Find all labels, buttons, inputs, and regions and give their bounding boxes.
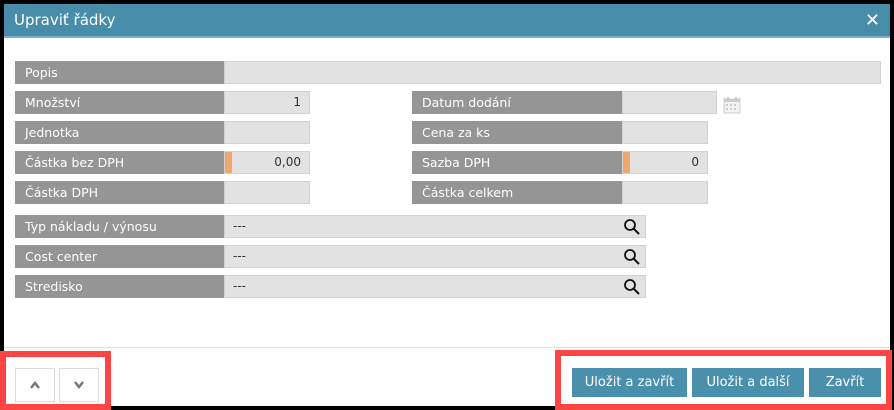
cost-center-value: --- (233, 249, 246, 263)
typ-nakladu-value: --- (233, 219, 246, 233)
sazba-dph-label: Sazba DPH (412, 151, 622, 174)
dialog-header: Upraviť řádky ✕ (4, 4, 890, 38)
calendar-icon[interactable] (723, 96, 741, 114)
mnozstvi-label: Množství (15, 91, 224, 114)
castka-dph-label: Částka DPH (15, 181, 224, 204)
cena-za-ks-label: Cena za ks (412, 121, 622, 144)
edit-rows-dialog: Upraviť řádky ✕ Popis Množství 1 Jednotk… (4, 4, 890, 406)
required-marker (225, 152, 232, 173)
castka-bez-dph-label: Částka bez DPH (15, 151, 224, 174)
chevron-down-icon (74, 381, 84, 390)
stredisko-value: --- (233, 279, 246, 293)
search-icon[interactable] (623, 218, 641, 236)
sazba-dph-value: 0 (691, 155, 699, 169)
stredisko-lookup[interactable]: --- (224, 275, 646, 298)
castka-dph-input[interactable] (224, 181, 310, 204)
cost-center-label: Cost center (15, 245, 224, 268)
typ-nakladu-lookup[interactable]: --- (224, 215, 646, 238)
search-icon[interactable] (623, 278, 641, 296)
close-icon[interactable]: ✕ (864, 10, 880, 31)
cena-za-ks-input[interactable] (622, 121, 708, 144)
cost-center-lookup[interactable]: --- (224, 245, 646, 268)
chevron-up-icon (30, 380, 40, 389)
castka-celkem-label: Částka celkem (412, 181, 622, 204)
mnozstvi-input[interactable]: 1 (224, 91, 310, 114)
datum-dodani-label: Datum dodání (412, 91, 622, 114)
castka-bez-dph-input[interactable]: 0,00 (224, 151, 310, 174)
search-icon[interactable] (623, 248, 641, 266)
jednotka-label: Jednotka (15, 121, 224, 144)
popis-label: Popis (15, 61, 224, 84)
next-row-button[interactable] (59, 368, 99, 402)
previous-row-button[interactable] (15, 368, 55, 402)
dialog-title: Upraviť řádky (14, 11, 116, 29)
required-marker (623, 152, 630, 173)
close-button[interactable]: Zavřít (809, 368, 881, 397)
castka-celkem-input[interactable] (622, 181, 708, 204)
sazba-dph-input[interactable]: 0 (622, 151, 708, 174)
castka-bez-dph-value: 0,00 (274, 155, 301, 169)
jednotka-input[interactable] (224, 121, 310, 144)
save-close-button[interactable]: Uložit a zavřít (572, 368, 687, 397)
save-next-button[interactable]: Uložit a další (692, 368, 804, 397)
stredisko-label: Stredisko (15, 275, 224, 298)
footer-divider (4, 347, 890, 348)
popis-input[interactable] (224, 61, 881, 84)
typ-nakladu-label: Typ nákladu / výnosu (15, 215, 224, 238)
datum-dodani-input[interactable] (622, 91, 717, 114)
